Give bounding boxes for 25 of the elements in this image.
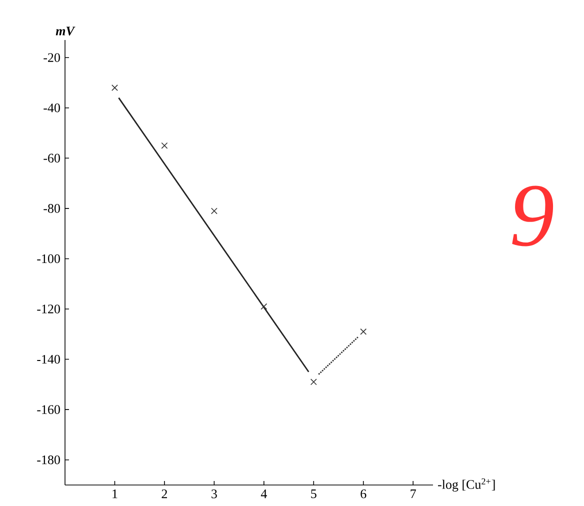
- x-tick-label: 7: [410, 490, 416, 498]
- x-tick-label: 3: [212, 490, 217, 498]
- point: [260, 303, 268, 310]
- point: [360, 328, 367, 335]
- point: [161, 142, 168, 149]
- y-tick-label: -60: [44, 154, 60, 163]
- text: 9: [512, 186, 554, 246]
- y-tick-label: -140: [37, 354, 60, 364]
- point: [210, 208, 218, 214]
- y-axis-title: mV: [56, 26, 76, 36]
- x-tick-label: 2: [162, 490, 167, 498]
- y-tick-label: -80: [44, 204, 60, 213]
- y-tick-label: -100: [37, 254, 60, 264]
- y-tick-label: -160: [37, 405, 60, 414]
- y-tick-label: -120: [37, 304, 60, 314]
- y-tick-label: -40: [44, 103, 60, 112]
- x-tick-label: 4: [260, 490, 267, 498]
- point: [310, 378, 317, 386]
- x-tick-label: 1: [112, 490, 118, 498]
- x-tick-label: 6: [360, 490, 366, 498]
- x-tick-label: 5: [311, 490, 316, 498]
- x-axis-title: -log [Cu$^{2+}$]: [438, 478, 495, 492]
- y-tick-label: -20: [44, 53, 60, 62]
- y-tick-label: -180: [37, 455, 60, 464]
- point: [112, 84, 118, 91]
